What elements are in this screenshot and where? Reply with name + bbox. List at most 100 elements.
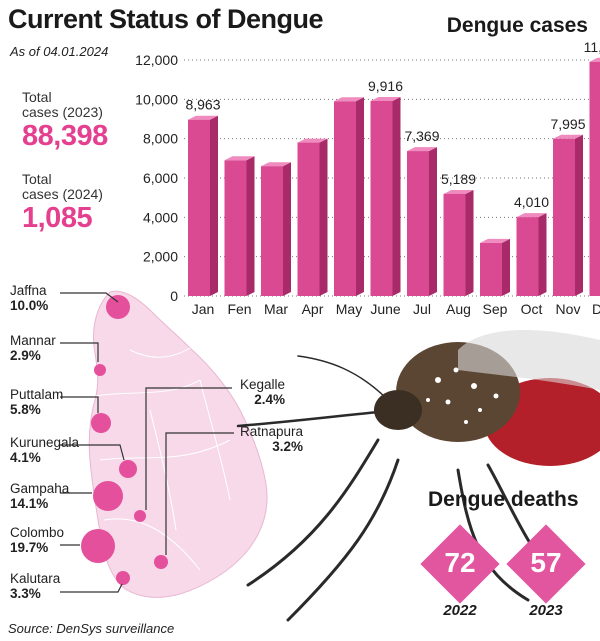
bar <box>589 61 600 296</box>
district-jaffna-percent: 10.0% <box>10 298 49 313</box>
total-2024-value: 1,085 <box>22 202 93 234</box>
bar-top <box>297 138 328 143</box>
bar <box>407 151 429 296</box>
dengue-cases-chart: 0 2,000 4,000 6,000 8,000 10,000 12,000 Jan 8,96… <box>135 39 600 317</box>
x-tick-label: Oct <box>521 301 543 317</box>
total-2024-label-2: cases (2024) <box>22 186 103 202</box>
bar <box>188 119 210 297</box>
bar-top <box>516 213 547 218</box>
mosquito-illustration <box>236 330 600 622</box>
total-2023-value: 88,398 <box>22 120 108 152</box>
marker-ratnapura <box>154 555 168 569</box>
total-2024-label-1: Total <box>22 171 52 187</box>
deaths-2023-year: 2023 <box>529 602 563 619</box>
total-2023-label-1: Total <box>22 89 52 105</box>
y-tick-label: 8,000 <box>143 131 178 147</box>
labels-layer: 0 2,000 4,000 6,000 8,000 10,000 12,000 Jan 8,96… <box>135 39 600 317</box>
bar-top <box>443 189 474 194</box>
y-tick-label: 6,000 <box>143 170 178 186</box>
bar <box>297 142 320 296</box>
district-mannar-name: Mannar <box>10 333 56 348</box>
data-label: 5,189 <box>441 171 476 187</box>
x-tick-label: Sep <box>483 301 508 317</box>
district-ratnapura: Ratnapura 3.2% <box>240 424 303 454</box>
y-tick-label: 10,000 <box>135 91 178 107</box>
data-label: 7,995 <box>550 116 585 132</box>
bar-top <box>480 238 510 243</box>
x-tick-label: June <box>370 301 401 317</box>
bar-top <box>589 57 600 62</box>
mosquito-proboscis <box>236 410 380 428</box>
deaths-2023-value: 57 <box>530 547 562 578</box>
marker-mannar <box>94 364 106 376</box>
chart-title: Dengue cases <box>446 14 588 37</box>
district-colombo: Colombo 19.7% <box>10 525 64 555</box>
district-kalutara-name: Kalutara <box>10 571 61 586</box>
deaths-2022-value: 72 <box>444 547 476 578</box>
bar-side <box>575 134 583 296</box>
data-label: 4,010 <box>514 194 549 210</box>
district-kalutara: Kalutara 3.3% <box>10 571 60 601</box>
mosquito-antenna <box>297 355 389 401</box>
district-puttalam-percent: 5.8% <box>10 402 41 417</box>
bar-side <box>283 162 291 296</box>
y-tick-label: 12,000 <box>135 52 178 68</box>
bar-side <box>538 213 547 296</box>
district-gampaha-percent: 14.1% <box>10 496 49 511</box>
map-markers <box>81 295 168 585</box>
x-tick-label: Dec <box>592 301 600 317</box>
marker-kegalle <box>134 510 146 522</box>
mosquito-leg-1 <box>246 438 380 587</box>
y-tick-label: 4,000 <box>143 209 178 225</box>
district-kurunegala: Kurunegala 4.1% <box>10 435 79 465</box>
marker-kurunegala <box>119 460 137 478</box>
page-title: Current Status of Dengue <box>8 4 324 34</box>
bar-top <box>370 96 401 101</box>
leader-lines <box>60 292 234 593</box>
deaths-2022-year: 2022 <box>443 602 477 619</box>
bar-side <box>356 97 364 296</box>
bar <box>224 160 247 296</box>
bar <box>553 138 575 296</box>
bar <box>261 166 283 296</box>
total-2023: Total cases (2023) 88,398 <box>22 90 108 153</box>
mosquito-head <box>374 390 422 430</box>
x-tick-label: Mar <box>264 301 288 317</box>
district-kegalle-percent: 2.4% <box>254 392 286 407</box>
deaths-title: Dengue deaths <box>428 488 579 511</box>
bar-top <box>224 156 255 161</box>
x-tick-label: Apr <box>302 301 324 317</box>
mosquito-leg-2 <box>286 458 400 622</box>
x-tick-label: Fen <box>227 301 251 317</box>
x-tick-label: Jan <box>192 301 215 317</box>
marker-gampaha <box>93 481 123 511</box>
district-mannar: Mannar 2.9% <box>10 333 56 363</box>
bar-top <box>261 162 291 167</box>
marker-jaffna <box>106 295 130 319</box>
mosquito-wing <box>458 330 600 390</box>
district-puttalam: Puttalam 5.8% <box>10 387 63 417</box>
district-ratnapura-percent: 3.2% <box>272 439 304 454</box>
source-note: Source: DenSys surveillance <box>8 621 175 636</box>
x-tick-label: Jul <box>413 301 431 317</box>
district-kalutara-percent: 3.3% <box>10 586 41 601</box>
sri-lanka-map <box>60 290 268 598</box>
bar-side <box>392 96 401 296</box>
bar <box>516 217 539 296</box>
district-colombo-name: Colombo <box>10 525 65 540</box>
district-colombo-percent: 19.7% <box>10 540 49 555</box>
bar-top <box>553 134 583 139</box>
as-of-date: As of 04.01.2024 <box>10 44 109 59</box>
bar-side <box>502 238 510 296</box>
district-boundaries <box>95 347 231 571</box>
district-puttalam-name: Puttalam <box>10 387 64 402</box>
district-mannar-percent: 2.9% <box>10 348 41 363</box>
total-2023-label-2: cases (2023) <box>22 104 103 120</box>
total-2024: Total cases (2024) 1,085 <box>22 172 103 235</box>
data-label: 9,916 <box>368 78 403 94</box>
district-kurunegala-percent: 4.1% <box>10 450 41 465</box>
marker-puttalam <box>91 413 111 433</box>
bar-top <box>407 147 437 152</box>
district-kegalle: Kegalle 2.4% <box>240 377 285 407</box>
bar <box>480 242 502 296</box>
